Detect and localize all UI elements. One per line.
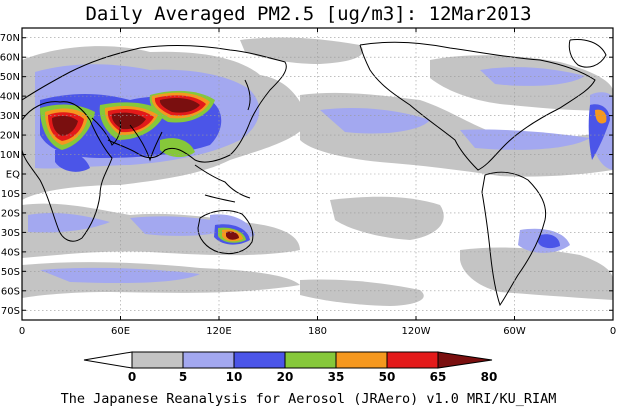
lat-tick-label: 60N [0,53,20,64]
colorbar-level-label: 0 [128,370,136,384]
longitude-axis: 0 60E 120E 180 120W 60W 0 [19,28,616,337]
gridlines [22,28,613,320]
colorbar-level-label: 20 [277,370,294,384]
lat-tick-label: 70S [1,306,20,317]
lat-tick-label: 40N [0,92,20,103]
colorbar-level-label: 5 [179,370,187,384]
lat-tick-label: 30N [0,111,20,122]
lat-tick-label: 20S [1,208,20,219]
lat-tick-label: 60S [1,286,20,297]
colorbar-box [386,351,439,369]
colorbar-arrow-low [83,351,133,369]
lat-tick-label: 10S [1,189,20,200]
colorbar-level-label: 35 [328,370,345,384]
colorbar-arrow-high [437,351,493,369]
lon-tick-label: 60W [503,326,526,337]
colorbar-box [284,351,337,369]
colorbar-box [131,351,184,369]
coastlines [22,39,607,307]
lat-tick-label: EQ [6,170,20,181]
map-title: Daily Averaged PM2.5 [ug/m3]: 12Mar2013 [85,3,532,25]
colorbar: 0 5 10 20 35 50 65 80 [83,351,498,384]
lon-tick-label: 120E [206,326,231,337]
lat-tick-label: 10N [0,150,20,161]
lon-tick-label: 0 [610,326,616,337]
credit-text: The Japanese Reanalysis for Aerosol (JRA… [60,391,557,407]
lat-tick-label: 30S [1,228,20,239]
latitude-axis: 70N 60N 50N 40N 30N 20N 10N EQ 10S 20S 30S 40S 50S 60… [0,33,613,317]
lon-tick-label: 60E [111,326,130,337]
lat-tick-label: 70N [0,33,20,44]
lon-tick-label: 120W [402,326,431,337]
lon-tick-label: 180 [308,326,327,337]
lat-tick-label: 40S [1,247,20,258]
colorbar-level-label: 80 [481,370,498,384]
colorbar-level-label: 10 [226,370,243,384]
colorbar-box [335,351,388,369]
lat-tick-label: 20N [0,131,20,142]
colorbar-box [182,351,235,369]
colorbar-box [233,351,286,369]
lat-tick-label: 50S [1,267,20,278]
lat-tick-label: 50N [0,72,20,83]
lon-tick-label: 0 [19,326,25,337]
colorbar-level-label: 50 [379,370,396,384]
colorbar-level-label: 65 [430,370,447,384]
